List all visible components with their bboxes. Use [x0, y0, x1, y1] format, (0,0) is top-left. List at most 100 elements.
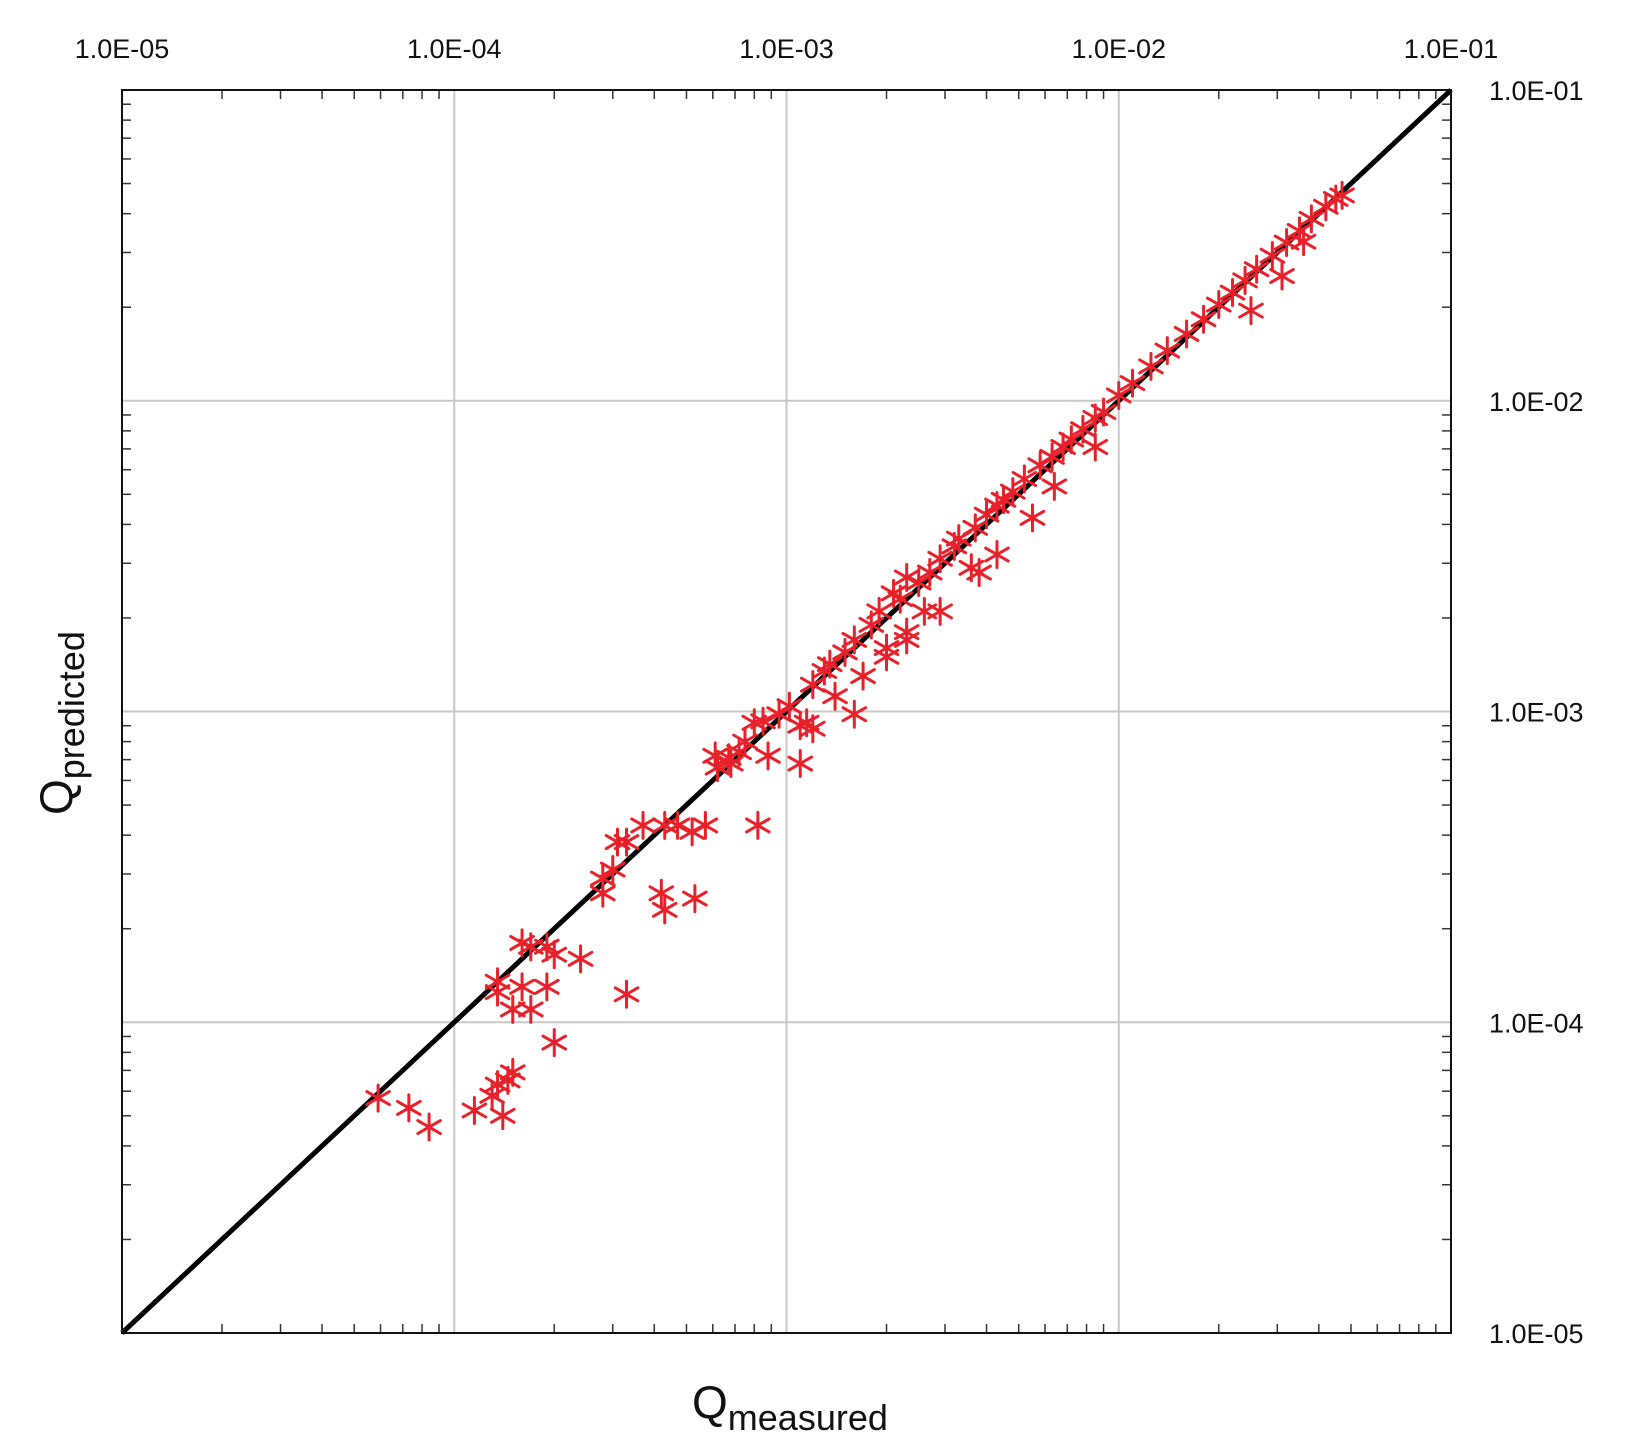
y-tick-label: 1.0E-04	[1489, 1008, 1584, 1038]
marker-stroke	[461, 1102, 488, 1119]
data-point	[958, 553, 985, 583]
data-point	[1329, 180, 1355, 210]
marker-stroke	[692, 817, 719, 834]
y-tick-label: 1.0E-01	[1489, 76, 1584, 106]
marker-stroke	[750, 713, 776, 730]
marker-stroke	[1238, 302, 1264, 319]
marker-stroke	[1269, 268, 1295, 285]
data-point	[822, 681, 848, 711]
data-point	[541, 940, 568, 970]
data-point	[461, 1096, 488, 1126]
data-point	[766, 699, 792, 729]
minor-ticks	[122, 90, 1451, 1333]
marker-stroke	[962, 519, 989, 536]
data-point	[664, 810, 691, 840]
data-points	[365, 180, 1355, 1142]
data-point	[1119, 368, 1146, 398]
data-point	[651, 895, 678, 925]
data-point	[750, 706, 776, 736]
data-point	[1041, 471, 1068, 501]
data-point	[534, 972, 560, 1002]
data-point	[873, 642, 900, 672]
data-point	[962, 513, 989, 543]
data-point	[1232, 265, 1258, 295]
data-point	[893, 562, 920, 592]
marker-stroke	[567, 950, 594, 967]
marker-stroke	[682, 890, 708, 907]
data-point	[984, 540, 1010, 570]
marker-stroke	[1259, 247, 1286, 264]
marker-stroke	[1313, 198, 1339, 215]
marker-stroke	[841, 706, 868, 723]
y-tick-label: 1.0E-02	[1489, 387, 1584, 417]
data-point	[613, 979, 640, 1009]
data-point	[1259, 241, 1286, 271]
marker-stroke	[396, 1099, 422, 1116]
marker-stroke	[787, 717, 814, 734]
marker-stroke	[1082, 438, 1109, 455]
marker-stroke	[917, 564, 943, 581]
marker-stroke	[590, 885, 616, 902]
marker-stroke	[1232, 272, 1258, 289]
marker-stroke	[893, 631, 920, 648]
marker-stroke	[509, 978, 535, 995]
x-axis-label-subscript: measured	[728, 1397, 888, 1438]
data-point	[1070, 414, 1096, 444]
marker-stroke	[489, 1107, 516, 1124]
marker-stroke	[1290, 233, 1317, 250]
marker-stroke	[850, 668, 876, 685]
marker-stroke	[1138, 358, 1164, 375]
y-tick-label: 1.0E-05	[1489, 1319, 1584, 1349]
marker-stroke	[732, 733, 758, 750]
data-point	[755, 741, 781, 771]
data-point	[499, 1057, 526, 1087]
marker-stroke	[1298, 210, 1325, 227]
marker-stroke	[1243, 261, 1270, 278]
data-point	[396, 1093, 422, 1123]
marker-stroke	[541, 1034, 568, 1051]
marker-stroke	[630, 817, 656, 834]
marker-stroke	[1329, 187, 1355, 204]
marker-stroke	[365, 1090, 391, 1107]
marker-stroke	[651, 901, 678, 918]
marker-stroke	[416, 1119, 442, 1136]
data-point	[841, 699, 868, 729]
plot-frame	[121, 89, 1452, 1334]
marker-stroke	[541, 946, 568, 963]
y-tick-labels: 1.0E-05 1.0E-04 1.0E-03 1.0E-02 1.0E-01	[1489, 76, 1584, 1349]
data-point	[1313, 192, 1339, 222]
marker-stroke	[726, 744, 752, 761]
marker-stroke	[1070, 421, 1096, 438]
x-axis-label-main: Q	[692, 1376, 728, 1428]
marker-stroke	[927, 550, 953, 567]
marker-stroke	[613, 834, 640, 851]
data-point	[787, 711, 814, 741]
marker-stroke	[873, 648, 900, 665]
data-point	[776, 691, 803, 721]
data-point	[1000, 477, 1026, 507]
x-tick-labels: 1.0E-05 1.0E-04 1.0E-03 1.0E-02 1.0E-01	[75, 34, 1499, 64]
data-point	[1269, 261, 1295, 291]
marker-stroke	[1000, 483, 1026, 500]
y-axis-title: Qpredicted	[30, 631, 92, 815]
data-point	[1205, 290, 1232, 320]
data-point	[732, 727, 758, 757]
marker-stroke	[787, 755, 814, 772]
data-point	[599, 855, 626, 885]
marker-stroke	[893, 569, 920, 586]
data-point	[990, 485, 1017, 515]
data-point	[1190, 304, 1217, 334]
marker-stroke	[534, 978, 560, 995]
marker-stroke	[958, 559, 985, 576]
marker-stroke	[776, 698, 803, 715]
data-point	[1138, 351, 1164, 381]
data-point	[495, 1065, 521, 1095]
x-tick-label: 1.0E-05	[75, 34, 170, 64]
x-tick-label: 1.0E-03	[739, 34, 834, 64]
data-point	[484, 977, 511, 1007]
data-point	[1298, 204, 1325, 234]
marker-stroke	[799, 676, 826, 693]
data-point	[630, 810, 656, 840]
data-point	[509, 972, 535, 1002]
marker-stroke	[905, 574, 932, 591]
